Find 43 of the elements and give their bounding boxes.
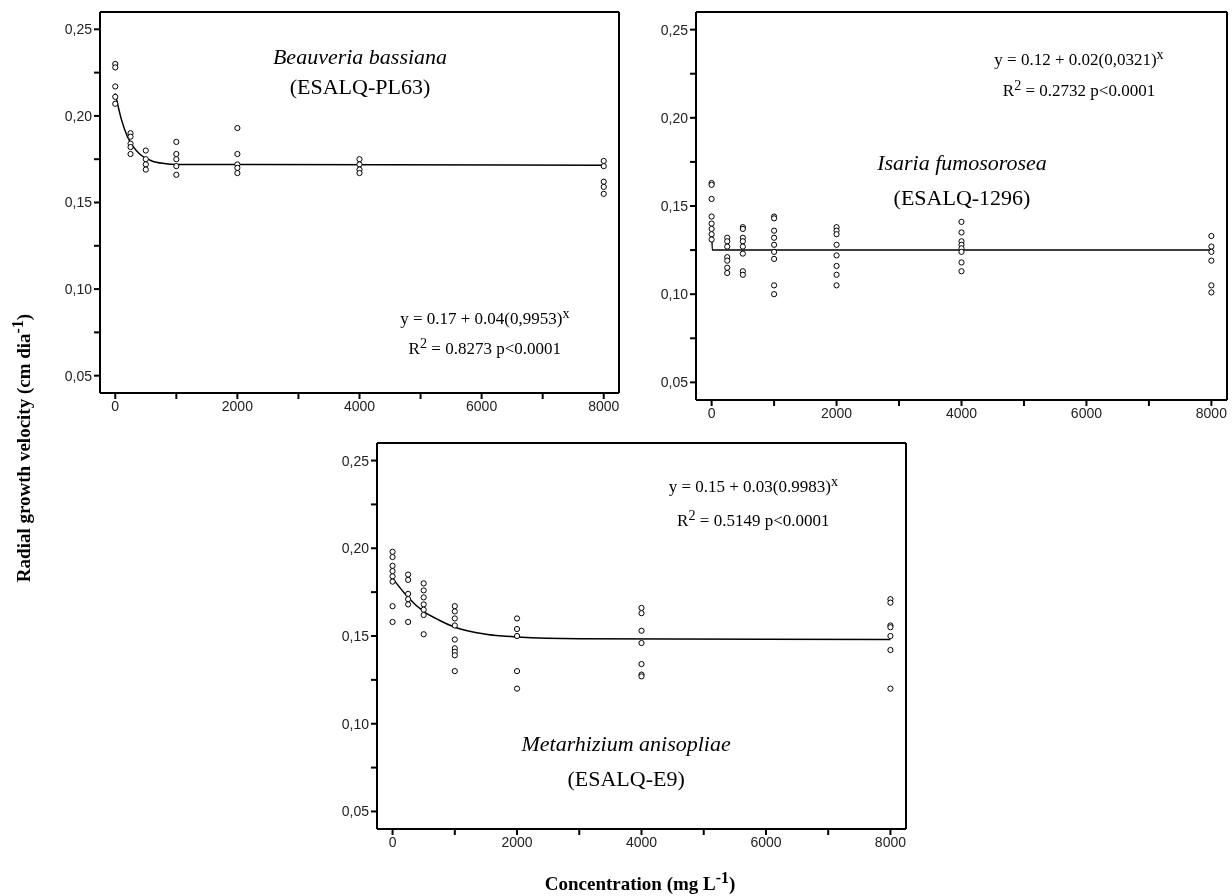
annotation: R$^{2}$ = 0.2732 p<0.0001 xyxy=(1002,76,1156,102)
y-tick-label: 0,10 xyxy=(341,715,370,732)
y-tick-label: 0,15 xyxy=(341,627,370,644)
x-tick-label: 2000 xyxy=(501,833,533,850)
x-tick-label: 4000 xyxy=(625,833,658,850)
y-tick-label: 0,05 xyxy=(64,367,93,384)
x-tick-label: 8000 xyxy=(588,397,620,414)
x-tick-label: 6000 xyxy=(466,397,498,414)
x-tick-label: 8000 xyxy=(874,833,907,850)
y-tick-label: 0,15 xyxy=(660,197,689,214)
x-tick-label: 4000 xyxy=(945,404,978,421)
annotation: R$^{2}$ = 0.8273 p<0.0001 xyxy=(408,334,561,360)
x-tick-label: 6000 xyxy=(1070,404,1103,421)
y-tick-label: 0,25 xyxy=(64,21,93,38)
y-tick-label: 0,05 xyxy=(341,803,370,820)
y-tick-label: 0,20 xyxy=(660,109,689,126)
text: Beauveria bassiana xyxy=(272,43,448,70)
x-tick-label: 0 xyxy=(388,833,397,850)
annotation: R$^{2}$ = 0.5149 p<0.0001 xyxy=(677,507,830,532)
y-tick-label: 0,05 xyxy=(660,374,689,391)
x-axis-title: Concentration (mg L$^{-1}$) xyxy=(544,868,736,896)
y-tick-label: 0,10 xyxy=(64,281,93,298)
x-tick-label: 0 xyxy=(707,404,716,421)
text: (ESALQ-E9) xyxy=(567,765,685,792)
x-tick-label: 6000 xyxy=(750,833,782,850)
text: (ESALQ-1296) xyxy=(893,184,1031,211)
y-tick-label: 0,25 xyxy=(341,452,370,469)
annotation: y = 0.12 + 0.02(0,0321)$^{x}$ xyxy=(994,45,1164,70)
annotation: y = 0.15 + 0.03(0.9983)$^{x}$ xyxy=(668,472,838,497)
x-tick-label: 0 xyxy=(111,397,120,414)
x-tick-label: 4000 xyxy=(343,397,376,414)
y-tick-label: 0,25 xyxy=(660,21,689,38)
x-tick-label: 2000 xyxy=(221,397,254,414)
y-tick-label: 0,20 xyxy=(341,540,370,557)
y-tick-label: 0,15 xyxy=(64,194,93,211)
x-tick-label: 2000 xyxy=(820,404,853,421)
x-tick-label: 8000 xyxy=(1195,404,1228,421)
annotation: y = 0.17 + 0.04(0,9953)$^{x}$ xyxy=(400,304,570,329)
text: (ESALQ-PL63) xyxy=(289,74,431,101)
y-tick-label: 0,20 xyxy=(64,107,93,124)
text: Metarhizium anisopliae xyxy=(521,730,731,757)
y-tick-label: 0,10 xyxy=(660,286,689,303)
text: Isaria fumosorosea xyxy=(877,149,1047,176)
